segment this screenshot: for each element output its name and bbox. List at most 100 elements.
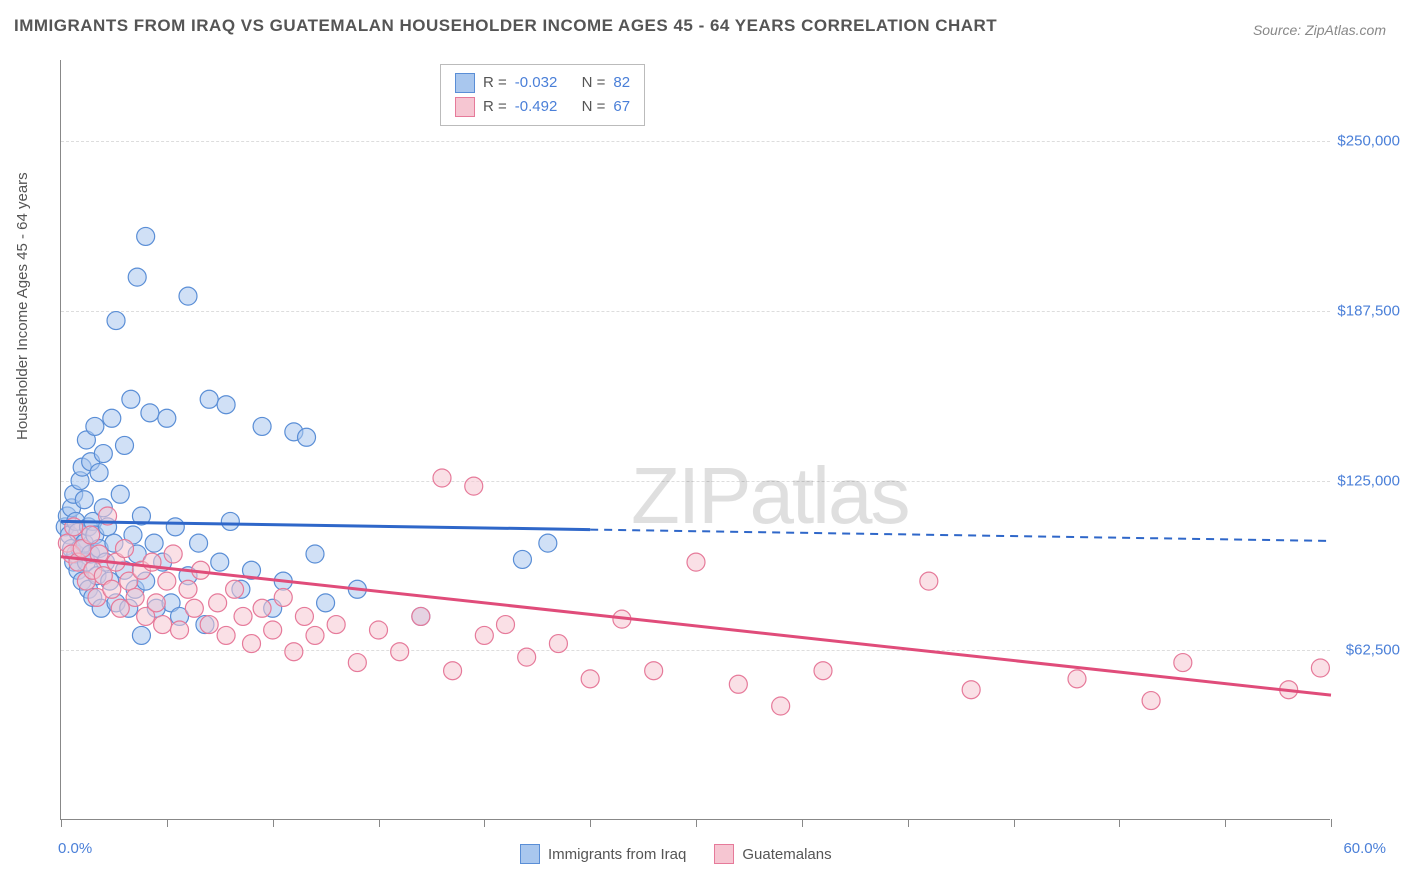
scatter-point	[103, 580, 121, 598]
scatter-point	[75, 491, 93, 509]
y-tick-label: $187,500	[1337, 303, 1400, 320]
scatter-point	[185, 599, 203, 617]
correlation-legend: R = -0.032 N = 82 R = -0.492 N = 67	[440, 64, 645, 126]
scatter-point	[147, 594, 165, 612]
scatter-point	[107, 312, 125, 330]
scatter-point	[772, 697, 790, 715]
scatter-point	[158, 409, 176, 427]
scatter-point	[645, 662, 663, 680]
scatter-point	[221, 512, 239, 530]
scatter-point	[475, 626, 493, 644]
series-2-n-value: 67	[613, 95, 630, 119]
x-tick	[908, 819, 909, 827]
scatter-point	[465, 477, 483, 495]
x-axis-min-label: 0.0%	[58, 840, 92, 857]
scatter-point	[209, 594, 227, 612]
x-axis-max-label: 60.0%	[1343, 840, 1386, 857]
x-tick	[484, 819, 485, 827]
source-prefix: Source:	[1253, 22, 1305, 38]
x-tick	[1331, 819, 1332, 827]
scatter-point	[158, 572, 176, 590]
x-tick	[1225, 819, 1226, 827]
scatter-point	[234, 607, 252, 625]
scatter-point	[164, 545, 182, 563]
source-attribution: Source: ZipAtlas.com	[1253, 22, 1386, 38]
n-label: N =	[582, 71, 606, 95]
n-label: N =	[582, 95, 606, 119]
scatter-point	[200, 616, 218, 634]
scatter-point	[103, 409, 121, 427]
scatter-point	[217, 396, 235, 414]
scatter-point	[82, 526, 100, 544]
scatter-point	[306, 626, 324, 644]
scatter-point	[126, 588, 144, 606]
scatter-point	[94, 445, 112, 463]
chart-container: IMMIGRANTS FROM IRAQ VS GUATEMALAN HOUSE…	[0, 0, 1406, 892]
scatter-point	[243, 635, 261, 653]
series-legend-item-1: Immigrants from Iraq	[520, 844, 686, 864]
series-1-r-value: -0.032	[515, 71, 558, 95]
scatter-point	[433, 469, 451, 487]
scatter-point	[253, 599, 271, 617]
scatter-point	[132, 626, 150, 644]
x-tick	[167, 819, 168, 827]
scatter-point	[90, 464, 108, 482]
chart-title: IMMIGRANTS FROM IRAQ VS GUATEMALAN HOUSE…	[14, 16, 997, 36]
scatter-point	[226, 580, 244, 598]
series-2-name: Guatemalans	[742, 846, 831, 863]
series-1-name: Immigrants from Iraq	[548, 846, 686, 863]
scatter-point	[327, 616, 345, 634]
plot-area: $62,500$125,000$187,500$250,000 ZIPatlas	[60, 60, 1330, 820]
scatter-point	[274, 588, 292, 606]
scatter-point	[549, 635, 567, 653]
series-legend: Immigrants from Iraq Guatemalans	[520, 844, 832, 864]
scatter-point	[122, 390, 140, 408]
scatter-point	[116, 436, 134, 454]
scatter-point	[217, 626, 235, 644]
scatter-point	[1311, 659, 1329, 677]
x-tick	[379, 819, 380, 827]
scatter-point	[920, 572, 938, 590]
scatter-point	[370, 621, 388, 639]
scatter-point	[1174, 654, 1192, 672]
scatter-plot-svg	[61, 60, 1330, 819]
scatter-point	[116, 540, 134, 558]
scatter-point	[518, 648, 536, 666]
scatter-point	[1142, 692, 1160, 710]
scatter-point	[166, 518, 184, 536]
series-2-swatch-icon	[714, 844, 734, 864]
scatter-point	[111, 485, 129, 503]
scatter-point	[412, 607, 430, 625]
regression-line	[61, 557, 1331, 695]
scatter-point	[128, 268, 146, 286]
x-tick	[696, 819, 697, 827]
scatter-point	[962, 681, 980, 699]
scatter-point	[348, 654, 366, 672]
series-2-swatch	[455, 97, 475, 117]
scatter-point	[1068, 670, 1086, 688]
scatter-point	[200, 390, 218, 408]
x-tick	[802, 819, 803, 827]
scatter-point	[513, 550, 531, 568]
correlation-legend-row-2: R = -0.492 N = 67	[455, 95, 630, 119]
x-tick	[1119, 819, 1120, 827]
scatter-point	[729, 675, 747, 693]
scatter-point	[171, 621, 189, 639]
scatter-point	[581, 670, 599, 688]
scatter-point	[391, 643, 409, 661]
scatter-point	[539, 534, 557, 552]
scatter-point	[497, 616, 515, 634]
scatter-point	[145, 534, 163, 552]
r-label: R =	[483, 71, 507, 95]
x-tick	[273, 819, 274, 827]
correlation-legend-row-1: R = -0.032 N = 82	[455, 71, 630, 95]
scatter-point	[154, 616, 172, 634]
scatter-point	[295, 607, 313, 625]
scatter-point	[190, 534, 208, 552]
y-axis-title: Householder Income Ages 45 - 64 years	[14, 172, 31, 440]
x-tick	[1014, 819, 1015, 827]
series-1-swatch-icon	[520, 844, 540, 864]
series-1-n-value: 82	[613, 71, 630, 95]
scatter-point	[814, 662, 832, 680]
x-tick	[61, 819, 62, 827]
